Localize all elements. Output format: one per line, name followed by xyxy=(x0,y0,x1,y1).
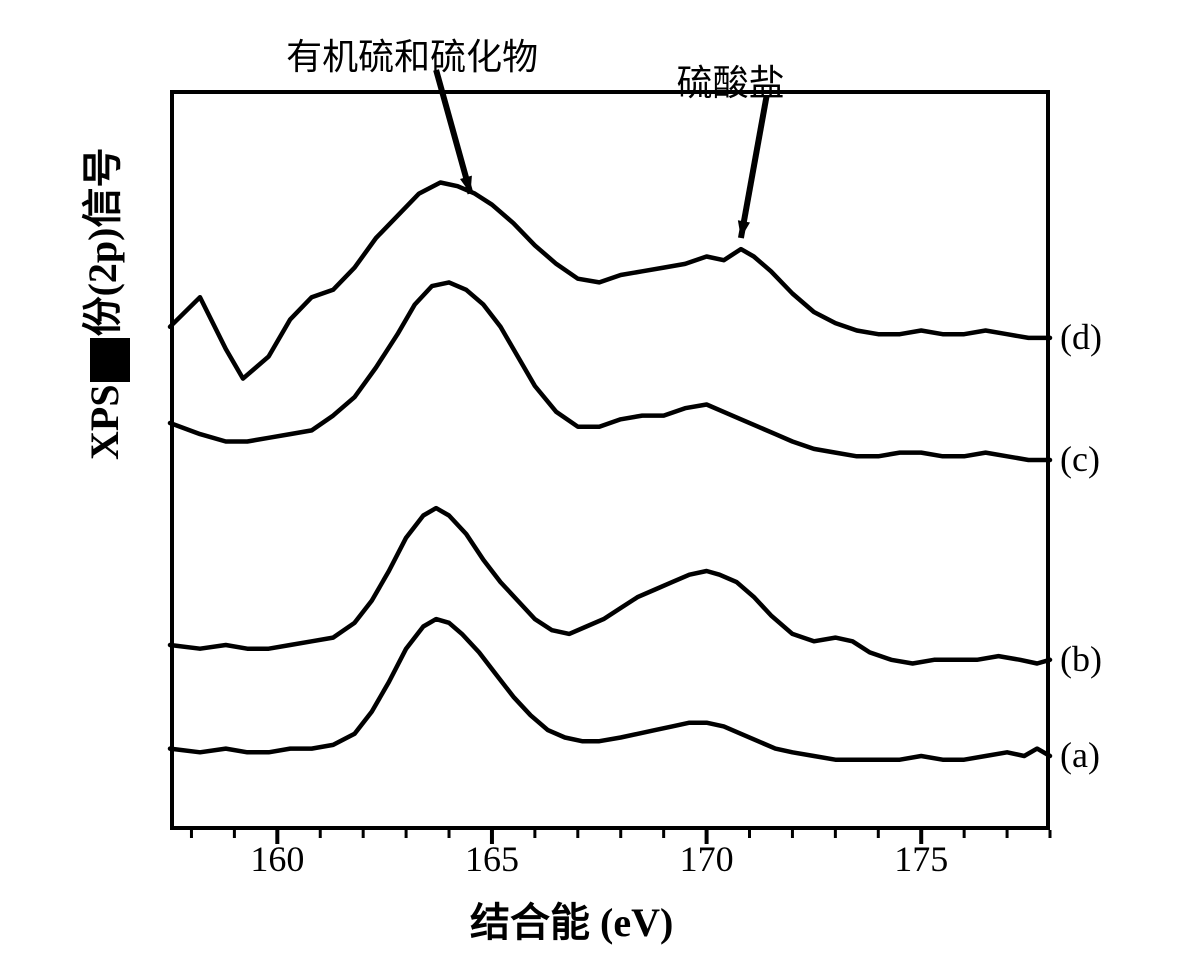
curve-label-2: (b) xyxy=(1060,638,1102,680)
xtick-label-175: 175 xyxy=(894,838,948,880)
xtick-label-160: 160 xyxy=(250,838,304,880)
curves-svg xyxy=(40,20,1148,958)
annotation-arrow-line-0 xyxy=(436,70,470,194)
annotation-arrow-line-1 xyxy=(741,96,767,238)
curve-b xyxy=(170,508,1050,663)
curve-d xyxy=(170,183,1050,379)
curve-label-3: (a) xyxy=(1060,734,1100,776)
curve-label-1: (c) xyxy=(1060,438,1100,480)
xtick-label-165: 165 xyxy=(465,838,519,880)
annotation-1: 硫酸盐 xyxy=(677,54,785,106)
xps-spectrum-figure: XPS 份(2p)信号 结合能 (eV) 有机硫和硫化物硫酸盐 (d)(c)(b… xyxy=(40,20,1148,958)
xtick-label-170: 170 xyxy=(680,838,734,880)
annotation-0: 有机硫和硫化物 xyxy=(286,28,538,80)
curve-label-0: (d) xyxy=(1060,316,1102,358)
curve-a xyxy=(170,619,1050,760)
